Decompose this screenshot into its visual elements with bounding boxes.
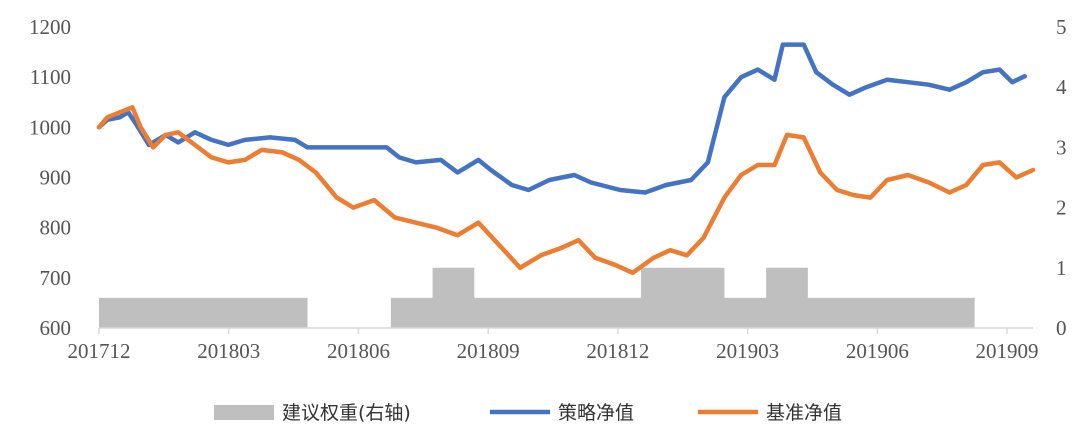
y-tick-label: 700 [40, 266, 72, 290]
axes: 201712 201803 201806 201809 201812 201903 2019… [29, 15, 1067, 363]
legend-label-2: 基准净值 [766, 402, 842, 424]
y-tick-label: 800 [40, 216, 72, 240]
y-tick-label: 1000 [29, 115, 71, 139]
y2-tick-label: 0 [1056, 316, 1067, 340]
y-tick-label: 1100 [30, 65, 71, 89]
y-tick-label: 900 [40, 166, 72, 190]
y-tick-label: 600 [40, 316, 72, 340]
series-line-1 [96, 42, 1027, 195]
x-tick-label: 201903 [716, 339, 779, 363]
legend: 建议权重(右轴) 策略净值 基准净值 [214, 402, 842, 424]
y2-tick-label: 5 [1056, 15, 1067, 39]
x-tick-label: 201712 [68, 339, 131, 363]
x-tick-label: 201812 [586, 339, 649, 363]
legend-label-1: 策略净值 [558, 402, 634, 424]
y2-tick-label: 2 [1056, 196, 1067, 220]
x-tick-label: 201906 [846, 339, 909, 363]
y2-tick-label: 3 [1056, 135, 1067, 159]
x-tick-label: 201909 [976, 339, 1039, 363]
x-tick-label: 201809 [457, 339, 520, 363]
y2-tick-label: 4 [1056, 75, 1067, 99]
plot-area [96, 42, 1036, 328]
series-area-0 [99, 267, 975, 328]
legend-swatch-0 [214, 405, 274, 420]
x-tick-label: 201803 [197, 339, 260, 363]
series-line-2 [96, 105, 1036, 276]
y2-tick-label: 1 [1056, 256, 1067, 280]
legend-label-0: 建议权重(右轴) [282, 402, 411, 424]
y-tick-label: 1200 [29, 15, 71, 39]
x-tick-label: 201806 [327, 339, 390, 363]
